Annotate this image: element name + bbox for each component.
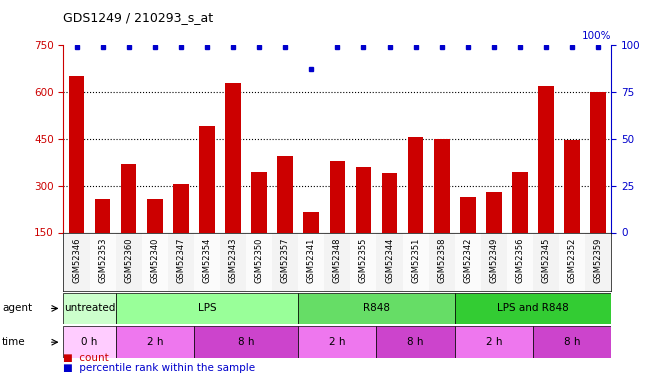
Text: 2 h: 2 h xyxy=(329,337,345,347)
Bar xyxy=(486,192,502,232)
Bar xyxy=(455,326,533,358)
Bar xyxy=(533,232,559,291)
Text: 2 h: 2 h xyxy=(146,337,163,347)
Bar xyxy=(199,126,214,232)
Text: GSM52347: GSM52347 xyxy=(176,237,185,283)
Bar xyxy=(559,232,585,291)
Text: agent: agent xyxy=(2,303,32,313)
Bar xyxy=(455,292,611,324)
Bar xyxy=(246,232,272,291)
Text: GSM52340: GSM52340 xyxy=(150,237,159,282)
Bar xyxy=(90,232,116,291)
Bar xyxy=(564,140,580,232)
Bar xyxy=(116,326,194,358)
Bar xyxy=(251,172,267,232)
Text: ■  count: ■ count xyxy=(63,352,109,363)
Bar xyxy=(194,232,220,291)
Text: 2 h: 2 h xyxy=(486,337,502,347)
Text: 100%: 100% xyxy=(582,31,611,41)
Bar xyxy=(194,326,298,358)
Text: ■  percentile rank within the sample: ■ percentile rank within the sample xyxy=(63,363,256,373)
Text: GSM52354: GSM52354 xyxy=(202,237,211,282)
Bar xyxy=(429,232,455,291)
Text: GSM52358: GSM52358 xyxy=(437,237,446,283)
Bar xyxy=(298,326,377,358)
Text: 8 h: 8 h xyxy=(407,337,424,347)
Bar xyxy=(512,172,528,232)
Bar xyxy=(173,184,188,232)
Bar xyxy=(455,232,481,291)
Text: GSM52359: GSM52359 xyxy=(594,237,603,282)
Bar xyxy=(69,76,84,232)
Text: 8 h: 8 h xyxy=(238,337,255,347)
Bar xyxy=(460,196,476,232)
Bar xyxy=(121,164,136,232)
Bar xyxy=(533,326,611,358)
Text: 8 h: 8 h xyxy=(564,337,580,347)
Text: GSM52356: GSM52356 xyxy=(516,237,524,283)
Text: GDS1249 / 210293_s_at: GDS1249 / 210293_s_at xyxy=(63,11,214,24)
Bar xyxy=(381,173,397,232)
Bar xyxy=(298,232,324,291)
Text: untreated: untreated xyxy=(64,303,116,313)
Text: GSM52346: GSM52346 xyxy=(72,237,81,283)
Text: GSM52357: GSM52357 xyxy=(281,237,290,283)
Bar xyxy=(591,92,606,232)
Text: GSM52345: GSM52345 xyxy=(542,237,550,282)
Bar xyxy=(351,232,377,291)
Bar xyxy=(303,212,319,232)
Text: GSM52353: GSM52353 xyxy=(98,237,107,283)
Bar xyxy=(63,292,116,324)
Bar xyxy=(95,199,110,232)
Text: GSM52352: GSM52352 xyxy=(568,237,576,282)
Text: 0 h: 0 h xyxy=(81,337,98,347)
Text: GSM52349: GSM52349 xyxy=(490,237,498,282)
Bar xyxy=(407,137,424,232)
Bar xyxy=(355,167,371,232)
Bar xyxy=(116,292,298,324)
Bar xyxy=(116,232,142,291)
Bar xyxy=(377,232,403,291)
Text: GSM52341: GSM52341 xyxy=(307,237,316,282)
Bar xyxy=(481,232,507,291)
Text: time: time xyxy=(2,337,25,347)
Text: LPS: LPS xyxy=(198,303,216,313)
Bar xyxy=(298,292,455,324)
Bar xyxy=(147,199,162,232)
Bar xyxy=(63,232,90,291)
Text: GSM52344: GSM52344 xyxy=(385,237,394,282)
Text: R848: R848 xyxy=(363,303,390,313)
Bar xyxy=(434,139,450,232)
Bar xyxy=(220,232,246,291)
Bar xyxy=(168,232,194,291)
Bar xyxy=(225,82,241,232)
Text: GSM52350: GSM52350 xyxy=(255,237,264,282)
Text: LPS and R848: LPS and R848 xyxy=(497,303,569,313)
Text: GSM52348: GSM52348 xyxy=(333,237,342,283)
Bar xyxy=(403,232,429,291)
Bar xyxy=(63,326,116,358)
Bar xyxy=(324,232,351,291)
Text: GSM52355: GSM52355 xyxy=(359,237,368,282)
Bar xyxy=(538,86,554,232)
Bar xyxy=(585,232,611,291)
Bar xyxy=(377,326,455,358)
Bar xyxy=(272,232,298,291)
Bar xyxy=(507,232,533,291)
Bar xyxy=(277,156,293,232)
Bar xyxy=(329,160,345,232)
Text: GSM52351: GSM52351 xyxy=(411,237,420,282)
Text: GSM52360: GSM52360 xyxy=(124,237,133,283)
Bar xyxy=(142,232,168,291)
Text: GSM52342: GSM52342 xyxy=(464,237,472,282)
Text: GSM52343: GSM52343 xyxy=(228,237,238,283)
